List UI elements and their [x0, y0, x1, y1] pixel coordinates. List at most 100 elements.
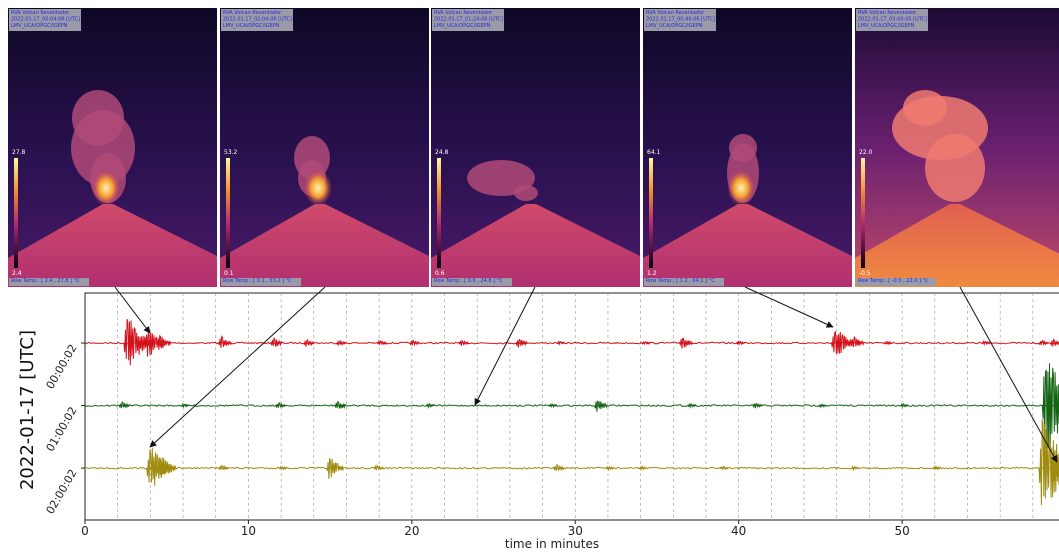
seismic-burst: [899, 403, 909, 409]
seismic-burst: [831, 330, 853, 355]
image-source: LMV_UCA/OPGC/IGEPN: [434, 23, 491, 29]
trace-baseline: [84, 404, 1059, 407]
colorbar: [649, 158, 653, 268]
image-title: RVA Volcan Reventador: [434, 10, 493, 16]
thermal-images: RVA Volcan Reventador2022.01.17_00:04:06…: [8, 8, 1059, 287]
x-axis-label: time in minutes: [505, 537, 599, 551]
row-temp: Row Temp.: [ 1.2 , 64.1 ] °C: [646, 278, 715, 284]
label-box: [9, 9, 81, 31]
colorbar: [437, 158, 441, 268]
x-tick-label: 0: [81, 524, 89, 538]
label-box: [856, 9, 928, 31]
seismic-burst: [883, 340, 893, 346]
scale-min: 2.4: [12, 270, 22, 277]
seismic-burst: [752, 402, 763, 409]
row-temp: Row Temp.: [ 0.1 , 53.2 ] °C: [223, 278, 292, 284]
image-title: RVA Volcan Reventador: [11, 10, 70, 16]
thermal-image: RVA Volcan Reventador2022.01.17_00:46:06…: [643, 8, 852, 287]
row-temp-box: [432, 278, 512, 286]
y-tick-label: 00:00:02: [44, 342, 80, 391]
plume: [925, 134, 985, 202]
scale-max: 27.8: [12, 149, 26, 156]
seismic-burst: [553, 463, 565, 472]
image-title: RVA Volcan Reventador: [646, 10, 705, 16]
seismic-burst: [334, 400, 347, 409]
seismic-burst: [118, 401, 130, 409]
scale-max: 24.8: [435, 149, 449, 156]
seismic-burst: [932, 465, 942, 471]
image-title: RVA Volcan Reventador: [858, 10, 917, 16]
label-box: [221, 9, 293, 31]
arrow: [474, 286, 536, 406]
label-box: [432, 9, 504, 31]
hot-spot: [92, 170, 120, 206]
scale-min: 0.6: [435, 270, 445, 277]
image-title: RVA Volcan Reventador: [223, 10, 282, 16]
image-timestamp: 2022.01.17_00:04:06 [UTC]: [11, 17, 80, 23]
thermal-image: RVA Volcan Reventador2022.01.17_02:04:06…: [220, 8, 429, 287]
y-tick-label: 02:00:02: [44, 467, 80, 516]
x-tick-label: 20: [404, 524, 419, 538]
row-temp-box: [644, 278, 724, 286]
image-source: LMV_UCA/OPGC/IGEPN: [858, 23, 915, 29]
hot-spot: [727, 170, 755, 206]
row-temp-box: [856, 278, 936, 286]
y-axis-label: 2022-01-17 [UTC]: [17, 330, 38, 490]
arrows: [114, 286, 1058, 463]
seismic-burst: [217, 464, 229, 471]
volcano-cone: [431, 204, 640, 287]
seismic-burst: [270, 337, 283, 347]
plume: [514, 185, 538, 201]
plume: [903, 90, 947, 126]
seismic-burst: [817, 403, 827, 409]
seismic-burst: [593, 400, 608, 412]
seismic-burst: [1050, 451, 1059, 481]
image-source: LMV_UCA/OPGC/IGEPN: [646, 23, 703, 29]
seismogram: 0 10 20 30 40 50 00:00:02 01:00:02 02:00:02: [44, 292, 1059, 538]
seismic-burst: [335, 340, 347, 347]
seismic-burst: [425, 402, 435, 410]
image-source: LMV_UCA/OPGC/IGEPN: [223, 23, 280, 29]
colorbar: [861, 158, 865, 268]
seismic-burst: [155, 457, 177, 479]
scale-max: 64.1: [647, 149, 661, 156]
scale-min: 1.2: [647, 270, 657, 277]
seismic-burst: [548, 403, 558, 409]
row-temp-box: [9, 278, 89, 286]
image-source: LMV_UCA/OPGC/IGEPN: [11, 23, 68, 29]
volcano-cone: [220, 204, 429, 287]
seismic-burst: [373, 464, 384, 471]
image-timestamp: 2022.01.17_01:24:06 [UTC]: [434, 17, 503, 23]
trace-baseline: [84, 341, 1059, 345]
seismic-burst: [1041, 363, 1059, 450]
trace-baseline: [84, 466, 1059, 470]
seismic-burst: [458, 339, 469, 346]
label-box: [644, 9, 716, 31]
seismic-burst: [687, 402, 697, 410]
hot-spot: [304, 170, 332, 206]
seismic-burst: [850, 336, 865, 348]
volcano-cone: [8, 204, 217, 287]
row-temp-box: [221, 278, 301, 286]
colorbar: [226, 158, 230, 268]
seismic-burst: [217, 335, 232, 348]
seismic-burst: [641, 341, 651, 346]
thermal-image: RVA Volcan Reventador2022.01.17_00:04:06…: [8, 8, 217, 287]
scale-min: -0.5: [859, 270, 871, 277]
seismic-burst: [679, 337, 693, 349]
seismic-burst: [409, 339, 420, 347]
seismic-burst: [718, 465, 729, 471]
scale-max: 53.2: [224, 149, 238, 156]
arrow: [959, 286, 1058, 463]
scale-max: 22.0: [859, 149, 873, 156]
seismic-burst: [850, 465, 860, 472]
image-timestamp: 2022.01.17_00:46:06 [UTC]: [646, 17, 715, 23]
seismic-burst: [736, 340, 746, 346]
y-tick-label: 01:00:02: [44, 405, 80, 454]
row-temp: Row Temp.: [ -0.5 , 22.0 ] °C: [858, 278, 929, 284]
image-timestamp: 2022.01.17_02:04:06 [UTC]: [223, 17, 292, 23]
plume: [72, 90, 124, 146]
x-tick-label: 40: [731, 524, 746, 538]
x-tick-label: 30: [568, 524, 583, 538]
